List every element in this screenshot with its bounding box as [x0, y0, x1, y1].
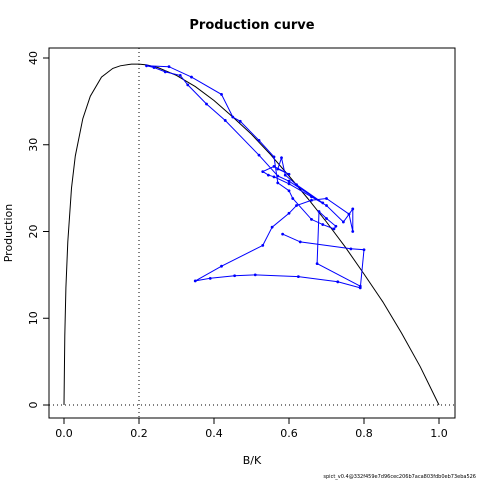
- y-axis-label: Production: [2, 204, 15, 263]
- observed-point: [276, 174, 280, 178]
- observed-point: [351, 230, 355, 233]
- observed-point: [257, 153, 261, 157]
- version-footer: spict_v0.4@332f459e7d96cec206b7aca803fdb…: [323, 474, 476, 480]
- x-tick-label: 0.2: [130, 427, 148, 440]
- observed-point: [272, 165, 276, 168]
- series-layer: [63, 63, 440, 406]
- y-tick-label: 0: [27, 402, 40, 409]
- x-tick-label: 1.0: [430, 427, 448, 440]
- y-tick-label: 10: [27, 311, 40, 325]
- observed-point: [253, 273, 257, 277]
- x-tick-label: 0.0: [55, 427, 73, 440]
- observed-point: [287, 172, 291, 176]
- observed-point: [287, 189, 291, 193]
- observed-point: [220, 264, 223, 268]
- model-curve-line: [63, 63, 440, 406]
- observed-point: [220, 93, 223, 96]
- observed-point: [261, 243, 265, 247]
- observed-point: [310, 195, 313, 199]
- observed-point: [332, 227, 336, 231]
- observed-point: [287, 179, 291, 183]
- observed-point: [280, 156, 283, 160]
- observed-point: [291, 197, 295, 200]
- observed-point: [231, 115, 235, 119]
- plot-frame: [48, 47, 456, 419]
- y-tick-label: 40: [27, 51, 40, 65]
- observed-point: [281, 232, 285, 236]
- y-axis-ticks: 0 10 20 30 40: [27, 51, 49, 409]
- observed-point: [296, 275, 300, 279]
- x-tick-label: 0.4: [205, 427, 223, 440]
- observed-point: [276, 167, 280, 171]
- observed-point: [362, 248, 366, 252]
- observed-point: [272, 155, 276, 159]
- x-tick-label: 0.8: [355, 427, 373, 440]
- observed-point: [163, 70, 167, 74]
- observed-point: [272, 175, 276, 179]
- observed-point: [266, 173, 270, 177]
- observed-point: [347, 212, 351, 216]
- observed-point: [257, 139, 261, 142]
- observed-point: [310, 217, 313, 221]
- observed-point: [325, 217, 328, 220]
- observed-point: [321, 201, 325, 205]
- observed-point: [325, 197, 328, 200]
- observed-point: [287, 182, 291, 186]
- y-tick-label: 20: [27, 225, 40, 239]
- observed-point: [223, 119, 227, 122]
- observed-point: [276, 181, 280, 185]
- y-tick-label: 30: [27, 138, 40, 152]
- observed-point: [270, 225, 274, 229]
- observed-point: [310, 198, 313, 202]
- x-tick-label: 0.6: [280, 427, 298, 440]
- x-axis-label: B/K: [243, 454, 262, 467]
- observed-point: [317, 210, 321, 213]
- observed-point: [341, 220, 345, 224]
- observed-point: [336, 280, 340, 284]
- observed-point: [152, 66, 156, 69]
- observed-point: [193, 279, 197, 283]
- observed-point: [295, 204, 298, 207]
- observed-point: [325, 204, 328, 207]
- observed-point: [287, 211, 291, 215]
- observed-point: [238, 119, 242, 123]
- x-axis-ticks: 0.0 0.2 0.4 0.6 0.8 1.0: [55, 418, 448, 440]
- observed-point: [208, 276, 212, 280]
- observed-point: [283, 173, 287, 177]
- observed-point: [349, 247, 353, 251]
- observed-trajectory-line: [146, 65, 365, 289]
- observed-point: [205, 102, 208, 106]
- observed-point: [315, 262, 319, 265]
- chart-title: Production curve: [189, 18, 314, 33]
- observed-point: [233, 274, 237, 278]
- observed-point: [145, 64, 148, 68]
- observed-point: [186, 83, 190, 87]
- observed-point: [178, 73, 182, 77]
- observed-point: [261, 170, 265, 174]
- observed-point: [321, 223, 325, 226]
- observed-point: [358, 284, 362, 288]
- observed-point: [167, 65, 171, 69]
- observed-point: [351, 207, 355, 211]
- observed-point: [298, 240, 302, 244]
- observed-point: [334, 224, 338, 228]
- observed-point: [295, 183, 298, 187]
- observed-point: [190, 75, 193, 79]
